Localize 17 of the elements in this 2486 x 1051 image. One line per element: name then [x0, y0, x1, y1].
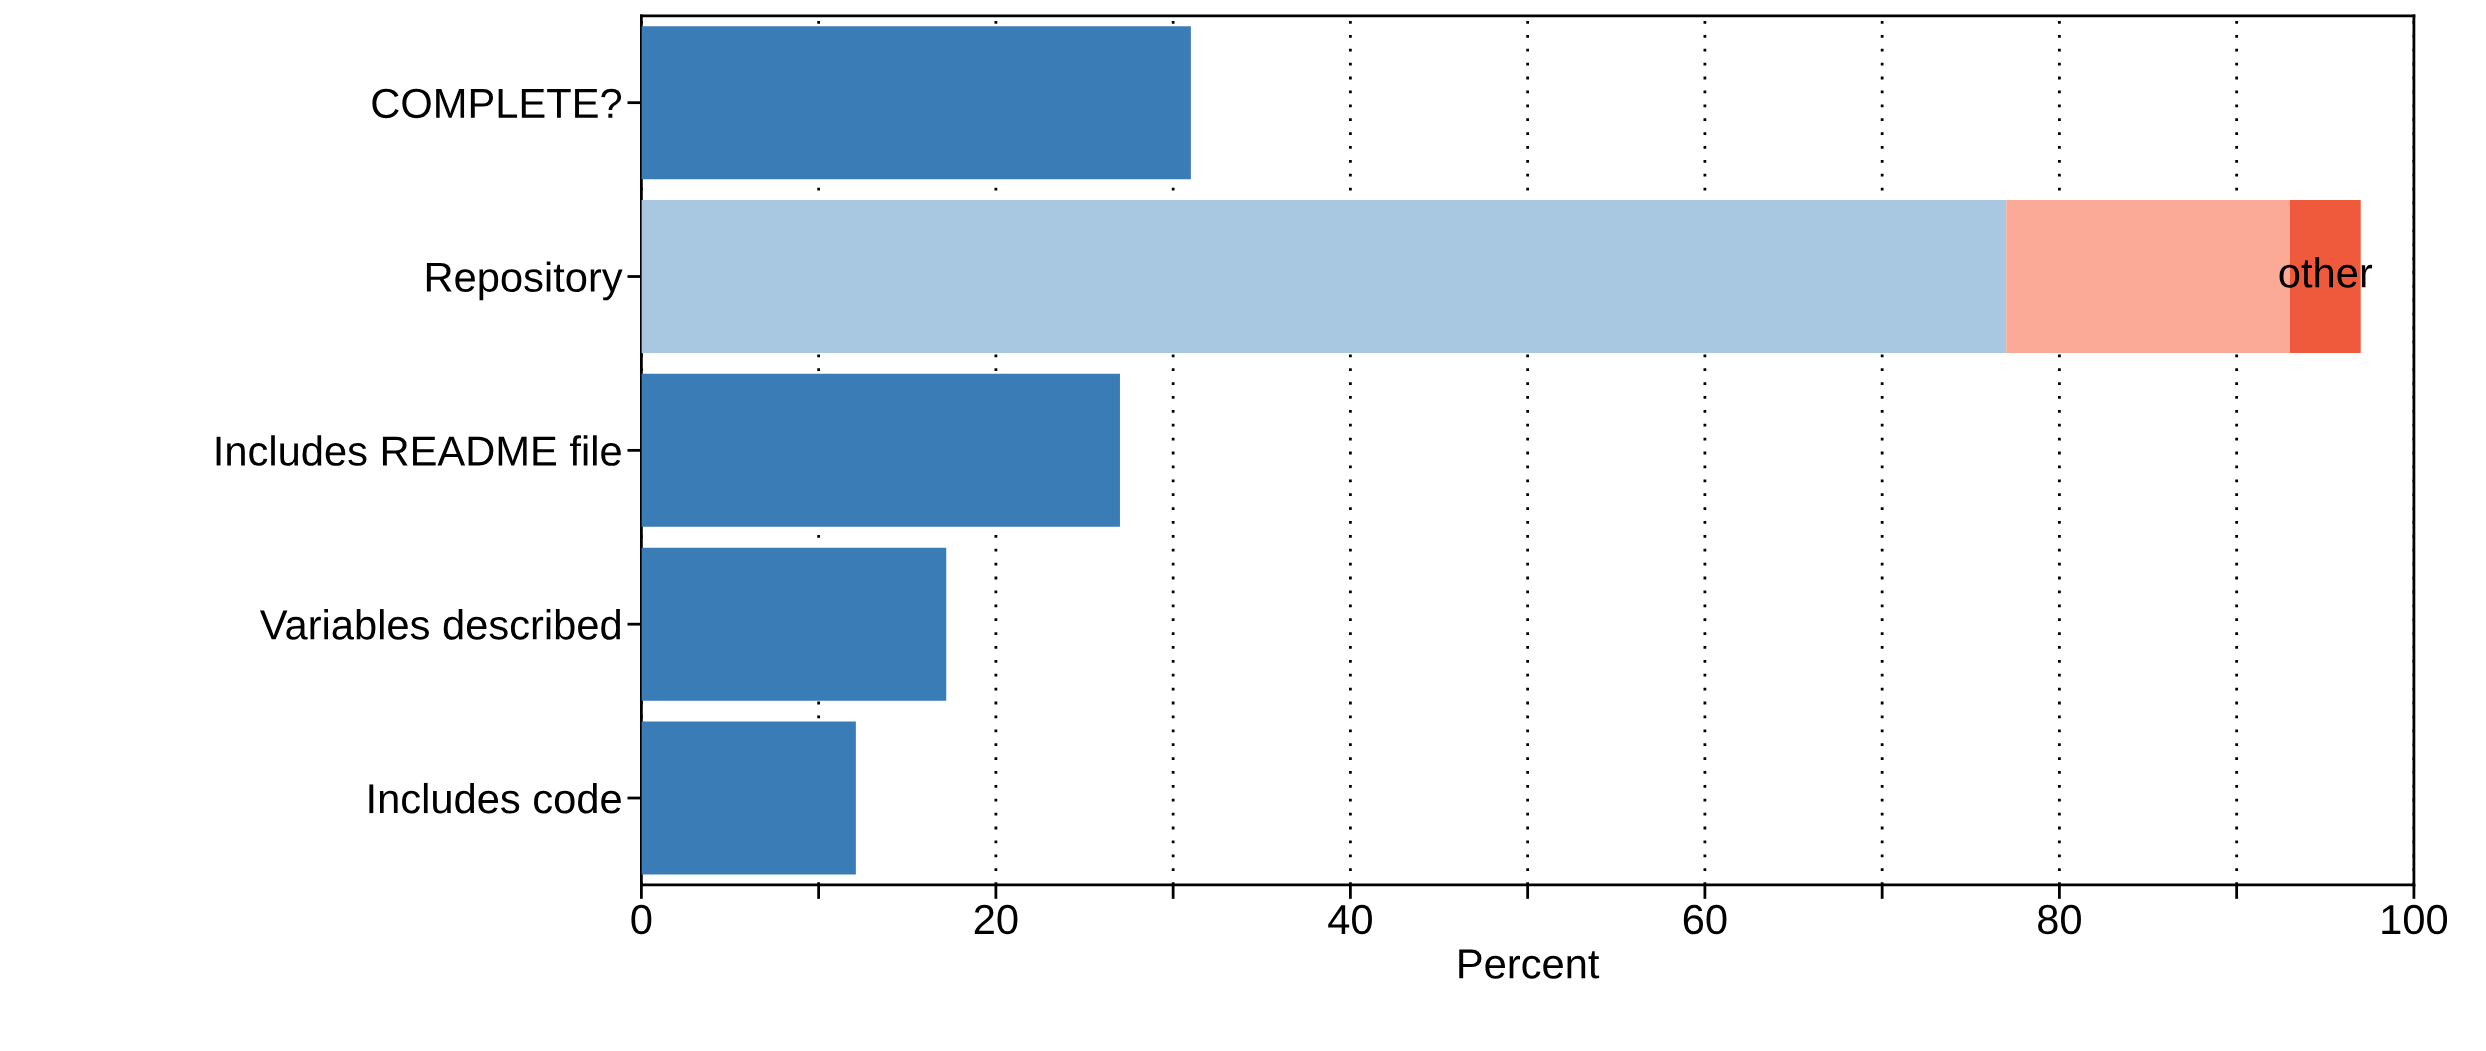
x-axis-title: Percent	[1459, 949, 1600, 979]
x-tick-label: 20	[974, 904, 1018, 935]
x-tick-label: 0	[631, 904, 652, 935]
bar	[641, 26, 1191, 180]
x-tick-label: 80	[2038, 904, 2081, 935]
bar	[641, 373, 1120, 527]
bar	[641, 547, 947, 701]
bar	[641, 721, 856, 875]
x-tick-label: 100	[2382, 904, 2448, 935]
y-tick-label: Repository	[426, 261, 623, 301]
y-tick-label: COMPLETE?	[372, 88, 622, 119]
bar	[641, 200, 2007, 354]
y-tick-label: Includes code	[369, 782, 621, 814]
y-tick-label: Includes README file	[216, 435, 621, 466]
x-tick-label: 40	[1328, 904, 1372, 935]
x-tick-label: 60	[1683, 904, 1727, 935]
y-tick-label: Variables described	[259, 609, 620, 640]
